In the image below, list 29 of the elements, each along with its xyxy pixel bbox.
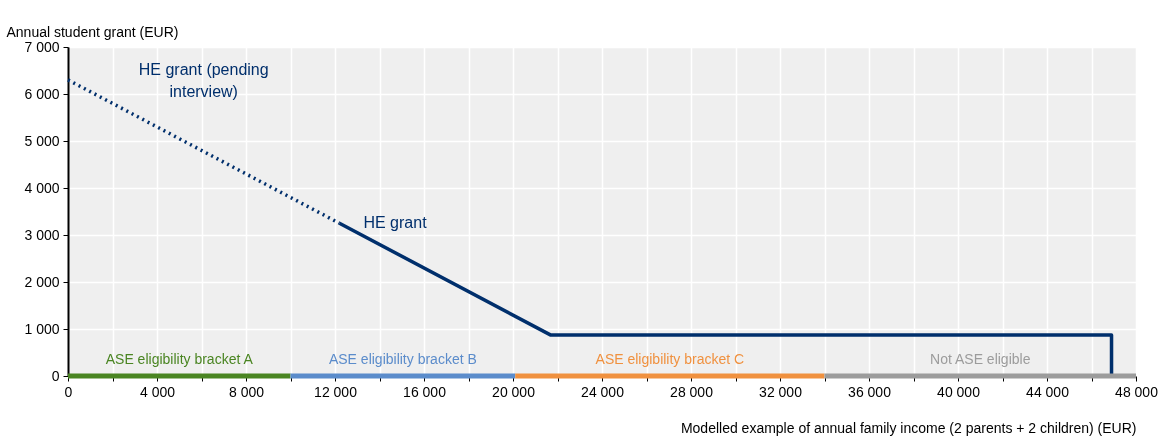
x-tick-label: 32 000 [759, 383, 803, 400]
x-tick-label: 20 000 [492, 383, 536, 400]
x-tick-label: 0 [64, 383, 73, 400]
series-label: ASE eligibility bracket A [105, 351, 254, 367]
y-tick-label: 0 [51, 367, 60, 384]
y-tick-label: 6 000 [24, 85, 60, 102]
x-tick-label: 48 000 [1115, 383, 1159, 400]
x-tick-label: 8 000 [228, 383, 265, 400]
series-label: ASE eligibility bracket B [328, 351, 477, 367]
x-tick-label: 36 000 [848, 383, 892, 400]
x-tick-label: 12 000 [314, 383, 358, 400]
y-tick-label: 5 000 [24, 132, 60, 149]
series-label: HE grant (pending interview) [138, 60, 269, 100]
series-label: HE grant [363, 214, 428, 232]
x-tick-label: 24 000 [581, 383, 625, 400]
x-tick-label: 28 000 [670, 383, 714, 400]
x-axis-title: Modelled example of annual family income (2 parents + 2 children) (EUR) [680, 419, 1137, 436]
x-tick-label: 44 000 [1026, 383, 1070, 400]
x-tick-label: 16 000 [403, 383, 447, 400]
y-tick-label: 1 000 [24, 320, 60, 337]
y-tick-label: 4 000 [24, 179, 60, 196]
series-label: Not ASE eligible [930, 351, 1031, 367]
y-tick-label: 7 000 [24, 38, 60, 55]
y-tick-label: 2 000 [24, 273, 60, 290]
y-tick-label: 3 000 [24, 226, 60, 243]
series-label: ASE eligibility bracket C [595, 351, 745, 367]
y-axis-title: Annual student grant (EUR) [6, 23, 179, 40]
x-tick-label: 4 000 [139, 383, 176, 400]
x-tick-label: 40 000 [937, 383, 981, 400]
